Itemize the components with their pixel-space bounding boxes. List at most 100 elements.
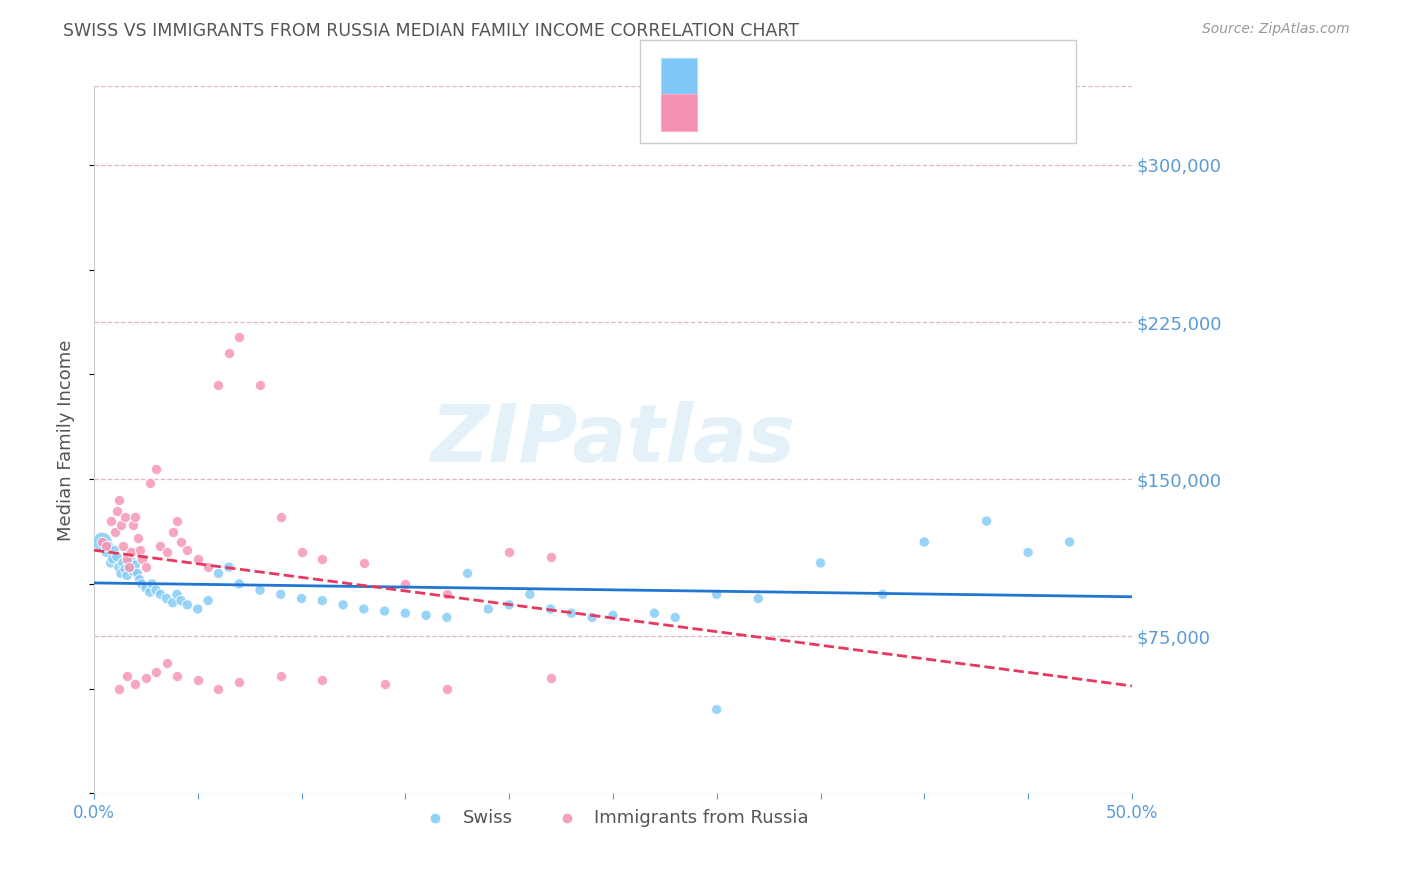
Point <box>664 610 686 624</box>
Point <box>332 598 354 612</box>
Text: Source: ZipAtlas.com: Source: ZipAtlas.com <box>1202 22 1350 37</box>
Point <box>149 587 172 601</box>
Point <box>170 593 193 607</box>
Point <box>1017 545 1039 559</box>
Point <box>91 535 114 549</box>
Point <box>128 543 150 558</box>
Point <box>162 524 184 539</box>
Point <box>290 591 312 606</box>
Point <box>124 509 146 524</box>
Point <box>436 587 458 601</box>
Point <box>108 681 131 696</box>
Point <box>135 671 157 685</box>
Point <box>207 566 229 581</box>
Point <box>145 665 167 679</box>
Point <box>101 551 124 566</box>
Point <box>155 545 177 559</box>
Point <box>139 476 162 491</box>
Point <box>394 606 416 620</box>
Text: R =: R = <box>711 103 754 122</box>
Point <box>498 598 520 612</box>
Point <box>170 535 193 549</box>
Point <box>108 560 131 574</box>
Point <box>187 673 209 688</box>
Point <box>207 377 229 392</box>
Point <box>166 514 188 528</box>
Point <box>228 329 250 343</box>
Point <box>131 551 153 566</box>
Point <box>912 535 935 549</box>
Point <box>120 554 142 568</box>
Point <box>270 669 292 683</box>
Point <box>581 610 603 624</box>
Point <box>128 573 150 587</box>
Point <box>218 346 240 360</box>
Point <box>114 509 136 524</box>
Point <box>145 461 167 475</box>
Point <box>108 493 131 508</box>
Point <box>1059 535 1081 549</box>
Point <box>540 671 562 685</box>
Text: N =: N = <box>813 103 869 122</box>
Point <box>394 577 416 591</box>
Point <box>96 539 118 553</box>
Point <box>96 545 118 559</box>
Point <box>477 602 499 616</box>
Point <box>249 377 271 392</box>
Point <box>100 514 122 528</box>
Point <box>187 551 209 566</box>
Point <box>228 675 250 690</box>
Point <box>436 610 458 624</box>
Point <box>122 564 145 578</box>
Point <box>519 587 541 601</box>
Point <box>187 602 209 616</box>
Point <box>100 556 122 570</box>
Point <box>122 518 145 533</box>
Point <box>353 556 375 570</box>
Point <box>290 545 312 559</box>
Text: 55: 55 <box>866 103 893 122</box>
Point <box>166 587 188 601</box>
Point <box>207 681 229 696</box>
Point <box>706 702 728 716</box>
Point <box>436 681 458 696</box>
Point <box>118 560 141 574</box>
Text: 0.019: 0.019 <box>754 103 815 122</box>
Point <box>374 604 396 618</box>
Point <box>115 551 138 566</box>
Point <box>114 562 136 576</box>
Point <box>105 549 128 564</box>
Point <box>560 606 582 620</box>
Point <box>124 558 146 572</box>
Point <box>415 608 437 623</box>
Point <box>115 669 138 683</box>
Point <box>111 556 134 570</box>
Point <box>249 583 271 598</box>
Point <box>197 593 219 607</box>
Text: R =: R = <box>711 67 754 87</box>
Point <box>141 577 163 591</box>
Text: 63: 63 <box>866 67 893 87</box>
Text: SWISS VS IMMIGRANTS FROM RUSSIA MEDIAN FAMILY INCOME CORRELATION CHART: SWISS VS IMMIGRANTS FROM RUSSIA MEDIAN F… <box>63 22 799 40</box>
Point <box>131 577 153 591</box>
Point <box>135 581 157 595</box>
Point <box>311 551 333 566</box>
Point <box>540 602 562 616</box>
Point <box>176 598 198 612</box>
Point <box>602 608 624 623</box>
Point <box>374 677 396 691</box>
Point <box>270 509 292 524</box>
Point <box>810 556 832 570</box>
Point <box>643 606 665 620</box>
Point <box>270 587 292 601</box>
Point <box>872 587 894 601</box>
Point <box>540 549 562 564</box>
Text: -0.112: -0.112 <box>754 67 824 87</box>
Point <box>135 560 157 574</box>
Point <box>228 577 250 591</box>
Point <box>353 602 375 616</box>
Point <box>197 560 219 574</box>
Point <box>104 524 127 539</box>
Point <box>149 539 172 553</box>
Point <box>127 566 149 581</box>
